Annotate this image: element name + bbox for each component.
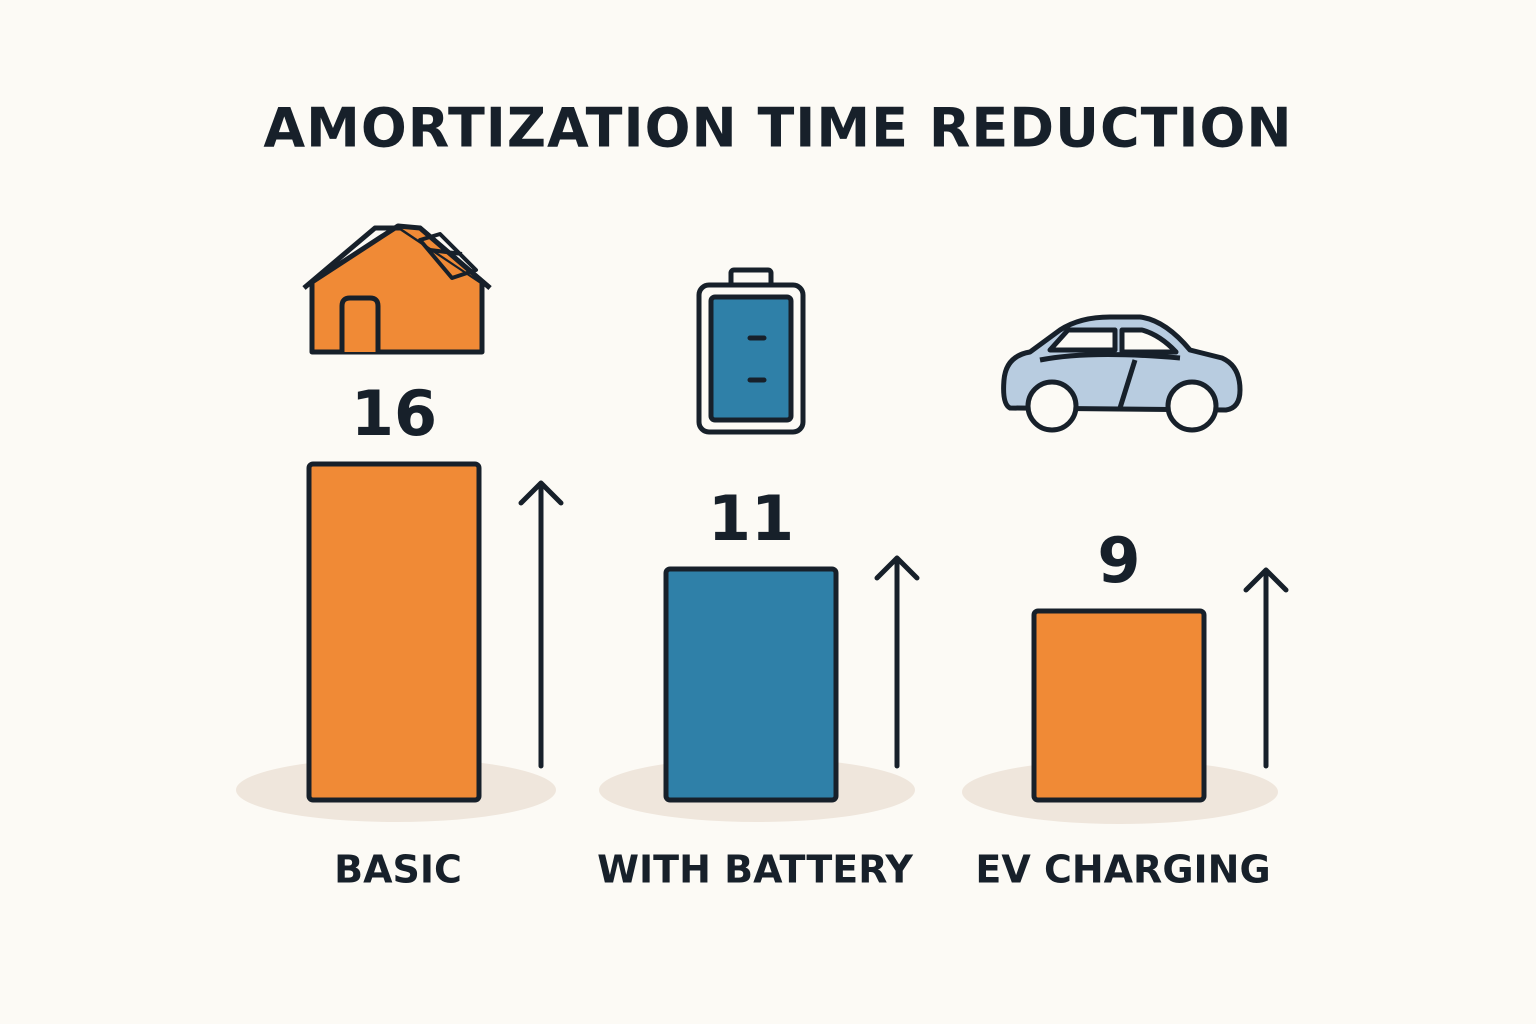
value-label: 9 xyxy=(1097,524,1140,597)
car-icon xyxy=(1001,314,1243,433)
bar xyxy=(1031,608,1207,803)
bar xyxy=(663,566,839,803)
arrow xyxy=(1243,567,1289,769)
arrows xyxy=(518,480,1289,769)
arrow xyxy=(874,555,920,769)
battery-icon xyxy=(696,267,806,435)
value-label: 16 xyxy=(351,377,437,450)
category-label: WITH BATTERY xyxy=(597,848,913,892)
value-label: 11 xyxy=(708,482,794,555)
category-label: EV CHARGING xyxy=(975,848,1270,892)
house-icon xyxy=(302,223,492,355)
arrow xyxy=(518,480,564,769)
category-label: BASIC xyxy=(334,848,462,892)
chart-title: AMORTIZATION TIME REDUCTION xyxy=(263,97,1292,160)
bar xyxy=(306,461,482,803)
